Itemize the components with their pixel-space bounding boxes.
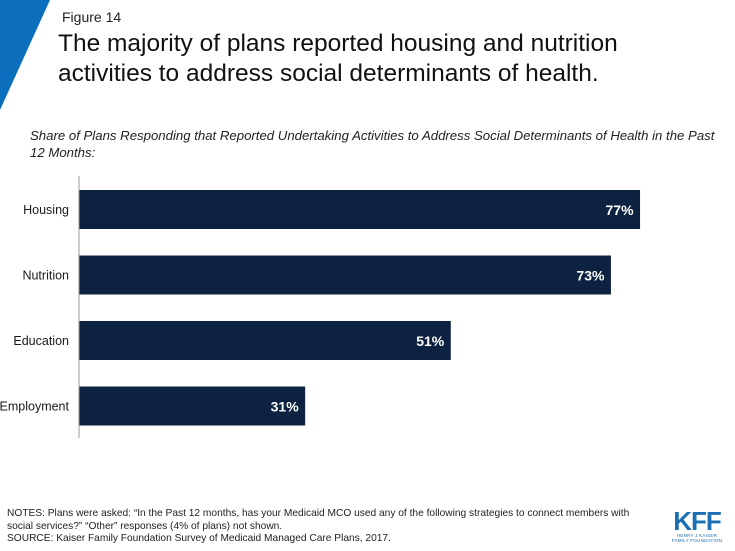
category-label: Employment — [0, 400, 70, 414]
bar-housing — [79, 190, 641, 229]
category-label: Education — [13, 334, 69, 348]
source-text: SOURCE: Kaiser Family Foundation Survey … — [7, 533, 391, 544]
data-label: 77% — [606, 202, 635, 218]
notes-block: NOTES: Plans were asked: “In the Past 12… — [7, 508, 657, 546]
data-label: 31% — [271, 399, 300, 415]
chart-title: The majority of plans reported housing a… — [58, 30, 618, 87]
kff-logo: KFF HENRY J KAISER FAMILY FOUNDATION — [667, 506, 727, 543]
logo-line-2: FAMILY FOUNDATION — [671, 538, 723, 543]
notes-text: NOTES: Plans were asked: “In the Past 12… — [7, 508, 630, 532]
logo-line-1: HENRY J KAISER — [676, 533, 718, 538]
bar-chart: Housing 77% Nutrition 73% Education 51% Employ… — [0, 176, 641, 438]
figure-label: Figure 14 — [62, 9, 122, 25]
data-label: 51% — [416, 333, 445, 349]
bar-nutrition — [79, 255, 611, 295]
data-label: 73% — [576, 268, 605, 284]
logo-mark: KFF — [673, 506, 722, 536]
bar-education — [79, 321, 451, 360]
category-label: Nutrition — [22, 269, 69, 283]
corner-accent-shape — [0, 0, 50, 110]
bar-employment — [79, 386, 306, 426]
chart-subtitle: Share of Plans Responding that Reported … — [30, 128, 715, 160]
category-label: Housing — [23, 203, 69, 217]
